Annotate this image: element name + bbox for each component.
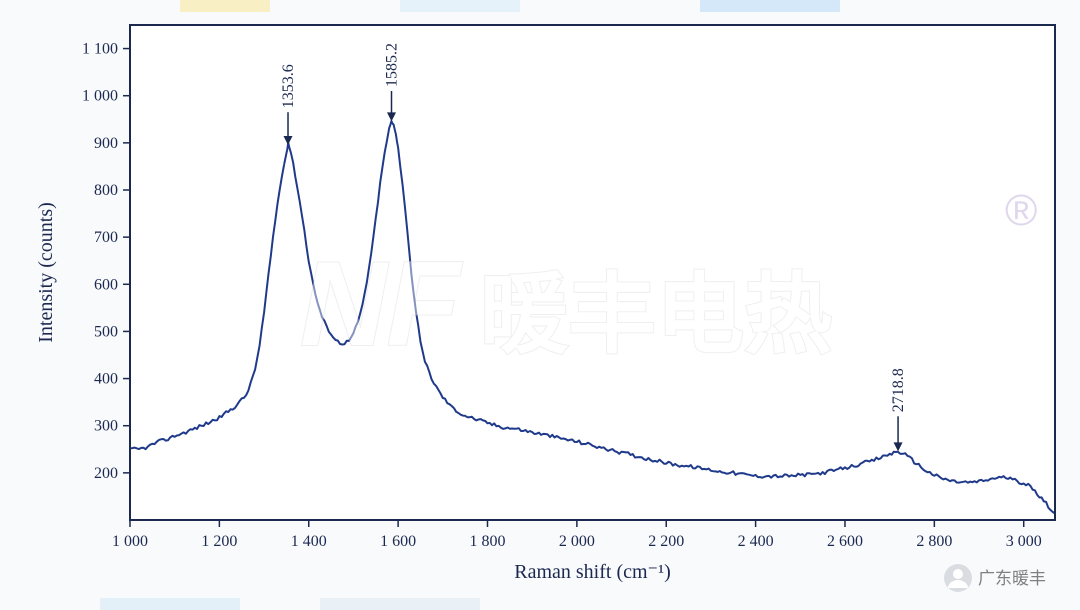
raman-chart-container: 1 000 1 200 1 400 1 600 1 800 2 000 2 200 2 400…	[0, 0, 1080, 610]
svg-text:暖丰电热: 暖丰电热	[480, 265, 832, 364]
svg-text:2718.8: 2718.8	[890, 368, 907, 412]
svg-text:1 200: 1 200	[201, 533, 237, 550]
svg-text:2 400: 2 400	[738, 533, 774, 550]
svg-text:1 100: 1 100	[82, 41, 118, 58]
svg-text:NF: NF	[300, 237, 463, 371]
svg-text:1585.2: 1585.2	[384, 43, 401, 87]
svg-text:®: ®	[1005, 186, 1037, 235]
svg-text:300: 300	[94, 418, 118, 435]
svg-text:1 000: 1 000	[82, 88, 118, 105]
svg-text:400: 400	[94, 371, 118, 388]
svg-text:200: 200	[94, 465, 118, 482]
svg-text:1353.6: 1353.6	[280, 64, 297, 108]
svg-text:900: 900	[94, 135, 118, 152]
svg-text:600: 600	[94, 276, 118, 293]
svg-text:Intensity (counts): Intensity (counts)	[35, 202, 57, 343]
svg-text:2 200: 2 200	[648, 533, 684, 550]
svg-text:1 800: 1 800	[469, 533, 505, 550]
svg-text:1 400: 1 400	[291, 533, 327, 550]
svg-text:2 800: 2 800	[916, 533, 952, 550]
svg-text:3 000: 3 000	[1006, 533, 1042, 550]
svg-text:700: 700	[94, 229, 118, 246]
chart-svg: 1 000 1 200 1 400 1 600 1 800 2 000 2 200 2 400…	[0, 0, 1080, 610]
svg-text:1 600: 1 600	[380, 533, 416, 550]
svg-text:500: 500	[94, 323, 118, 340]
svg-text:2 000: 2 000	[559, 533, 595, 550]
svg-text:Raman shift (cm⁻¹): Raman shift (cm⁻¹)	[514, 561, 671, 583]
svg-text:2 600: 2 600	[827, 533, 863, 550]
svg-text:800: 800	[94, 182, 118, 199]
svg-text:广东暖丰: 广东暖丰	[978, 569, 1046, 588]
svg-text:1 000: 1 000	[112, 533, 148, 550]
